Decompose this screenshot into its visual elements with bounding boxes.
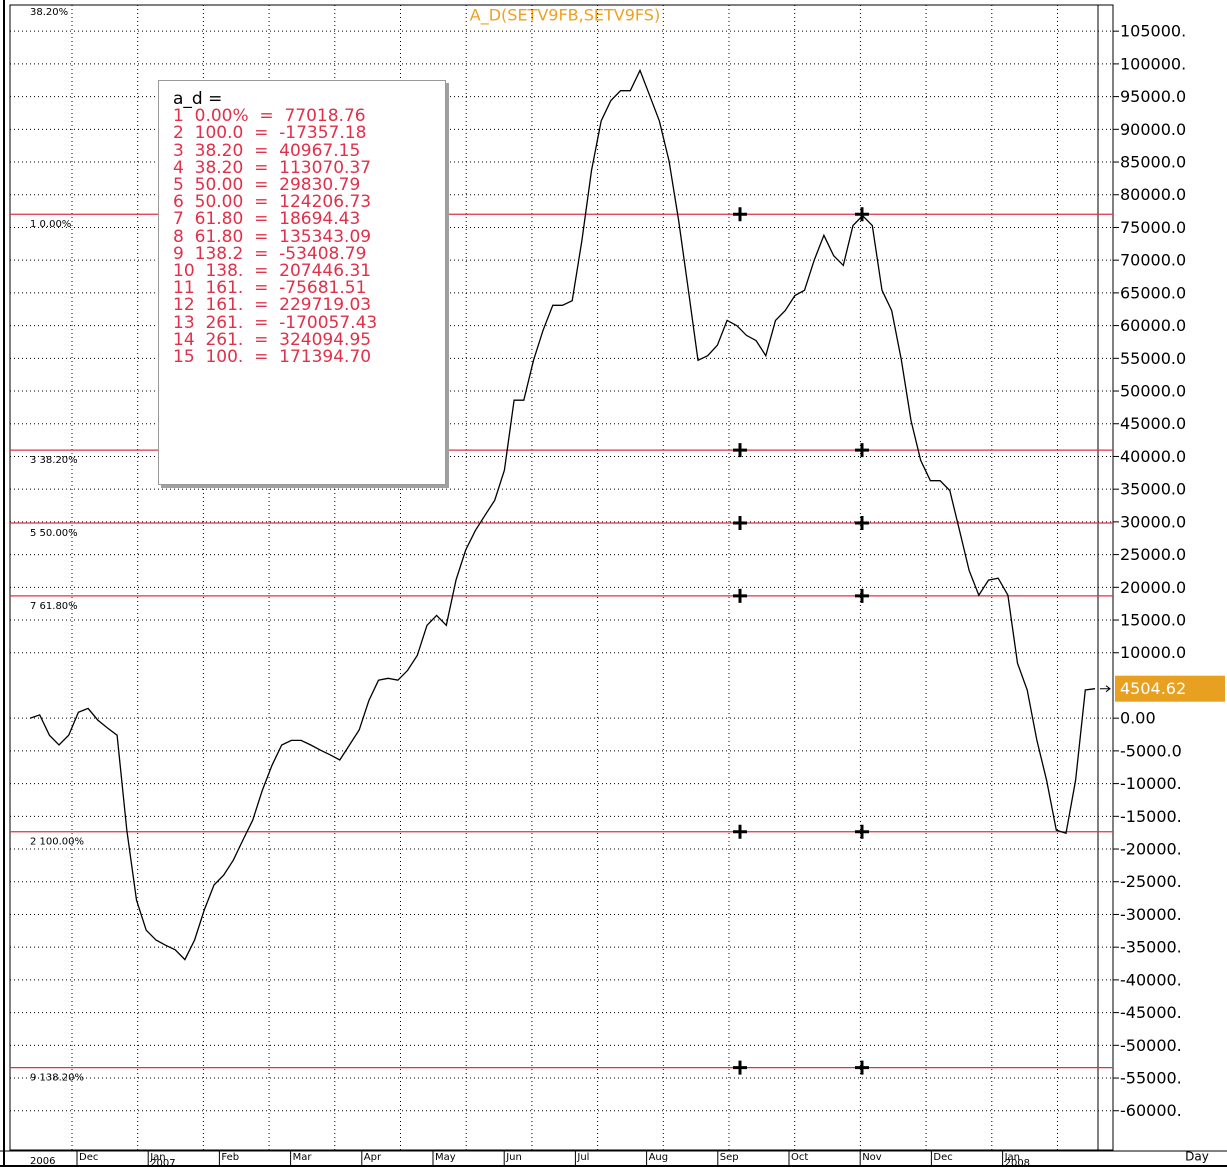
y-tick-label: -55000.	[1120, 1069, 1182, 1088]
y-tick-label: 15000.0	[1120, 611, 1186, 630]
last-arrow	[1100, 685, 1111, 693]
level-label: 38.20%	[30, 7, 68, 18]
legend-entry: 4 38.20 = 113070.37	[173, 157, 372, 178]
level-anchor	[733, 515, 747, 530]
level-anchor	[855, 1060, 869, 1075]
legend-entry: 9 138.2 = -53408.79	[173, 243, 367, 264]
x-tick-label: Dec	[79, 1152, 98, 1163]
x-tick-label: Oct	[791, 1152, 808, 1163]
y-tick-label: 75000.0	[1120, 218, 1186, 237]
legend-entry: 12 161. = 229719.03	[173, 295, 372, 316]
y-tick-label: 40000.0	[1120, 447, 1186, 466]
legend-entry: 13 261. = -170057.43	[173, 312, 378, 333]
y-tick-label: 65000.0	[1120, 283, 1186, 302]
y-tick-label: -20000.	[1120, 840, 1182, 859]
level-anchor	[855, 443, 869, 458]
legend-entry: 6 50.00 = 124206.73	[173, 192, 372, 213]
level-label: 5 50.00%	[30, 528, 78, 539]
x-tick-label: Jun	[505, 1152, 522, 1163]
year-label: 2008	[1005, 1158, 1030, 1167]
x-tick-label: Jul	[576, 1152, 589, 1163]
y-tick-label: -50000.	[1120, 1036, 1182, 1055]
y-tick-label: 95000.0	[1120, 87, 1186, 106]
x-tick-label: Nov	[862, 1152, 882, 1163]
level-anchor	[855, 207, 869, 222]
level-anchor	[855, 515, 869, 530]
plot-frame	[9, 4, 1114, 1151]
level-anchor	[855, 588, 869, 603]
y-tick-label: -5000.0	[1120, 741, 1182, 760]
y-tick-label: -30000.	[1120, 905, 1182, 924]
y-tick-label: 90000.0	[1120, 120, 1186, 139]
series-line	[29, 68, 1096, 961]
legend-entry: 15 100. = 171394.70	[173, 347, 372, 368]
year-label: 2007	[150, 1158, 175, 1167]
last-value-label: 4504.62	[1120, 679, 1186, 698]
level-label: 9 138.20%	[30, 1073, 84, 1084]
y-tick-label: 45000.0	[1120, 414, 1186, 433]
level-anchor	[733, 1060, 747, 1075]
y-tick-label: 50000.0	[1120, 382, 1186, 401]
y-tick-label: 60000.0	[1120, 316, 1186, 335]
y-tick-label: 10000.0	[1120, 643, 1186, 662]
y-tick-label: -15000.	[1120, 807, 1182, 826]
x-tick-label: Sep	[720, 1152, 739, 1163]
level-anchor	[733, 824, 747, 839]
y-tick-label: 100000.	[1120, 54, 1186, 73]
level-anchor	[733, 588, 747, 603]
y-tick-label: -25000.	[1120, 872, 1182, 891]
y-tick-label: 35000.0	[1120, 480, 1186, 499]
level-label: 3 38.20%	[30, 455, 78, 466]
start-year: 2006	[30, 1156, 55, 1167]
legend-entry: 7 61.80 = 18694.43	[173, 209, 361, 230]
level-anchor	[855, 824, 869, 839]
last-value-box	[1115, 675, 1225, 702]
legend-header: a_d =	[173, 89, 223, 109]
x-axis-label: Day	[1185, 1150, 1209, 1164]
x-tick-label: Apr	[364, 1152, 382, 1163]
y-tick-label: 55000.0	[1120, 349, 1186, 368]
legend-entry: 14 261. = 324094.95	[173, 329, 372, 350]
legend: a_d = 1 0.00% = 77018.76 2 100.0 = -17357…	[158, 80, 446, 485]
y-tick-label: 25000.0	[1120, 545, 1186, 564]
level-anchor	[733, 207, 747, 222]
x-tick-label: Jan	[149, 1152, 165, 1163]
legend-entry: 2 100.0 = -17357.18	[173, 123, 367, 144]
x-tick-label: Jan	[1004, 1152, 1020, 1163]
level-anchor	[733, 443, 747, 458]
legend-entry: 1 0.00% = 77018.76	[173, 106, 366, 127]
y-tick-label: -35000.	[1120, 938, 1182, 957]
y-tick-label: -60000.	[1120, 1101, 1182, 1120]
y-tick-label: 105000.	[1120, 22, 1186, 41]
y-tick-label: 30000.0	[1120, 512, 1186, 531]
y-tick-label: 0.00	[1120, 709, 1156, 728]
y-tick-label: 20000.0	[1120, 578, 1186, 597]
legend-entry: 10 138. = 207446.31	[173, 261, 372, 282]
x-tick-label: Dec	[933, 1152, 952, 1163]
legend-entry: 11 161. = -75681.51	[173, 278, 367, 299]
y-tick-label: -40000.	[1120, 970, 1182, 989]
x-tick-label: Aug	[649, 1152, 669, 1163]
legend-entry: 5 50.00 = 29830.79	[173, 175, 361, 196]
y-tick-label: 80000.0	[1120, 185, 1186, 204]
legend-entry: 3 38.20 = 40967.15	[173, 140, 361, 161]
y-tick-label: 85000.0	[1120, 153, 1186, 172]
y-tick-label: -10000.	[1120, 774, 1182, 793]
y-tick-label: 70000.0	[1120, 251, 1186, 270]
chart-title: A_D(SETV9FB,SETV9FS)	[470, 6, 660, 26]
x-tick-label: Feb	[221, 1152, 239, 1163]
y-tick-label: -45000.	[1120, 1003, 1182, 1022]
x-tick-label: Mar	[293, 1152, 313, 1163]
x-tick-label: May	[435, 1152, 456, 1163]
level-label: 1 0.00%	[30, 219, 71, 230]
level-label: 7 61.80%	[30, 601, 78, 612]
level-label: 2 100.00%	[30, 837, 84, 848]
legend-entry: 8 61.80 = 135343.09	[173, 226, 372, 247]
